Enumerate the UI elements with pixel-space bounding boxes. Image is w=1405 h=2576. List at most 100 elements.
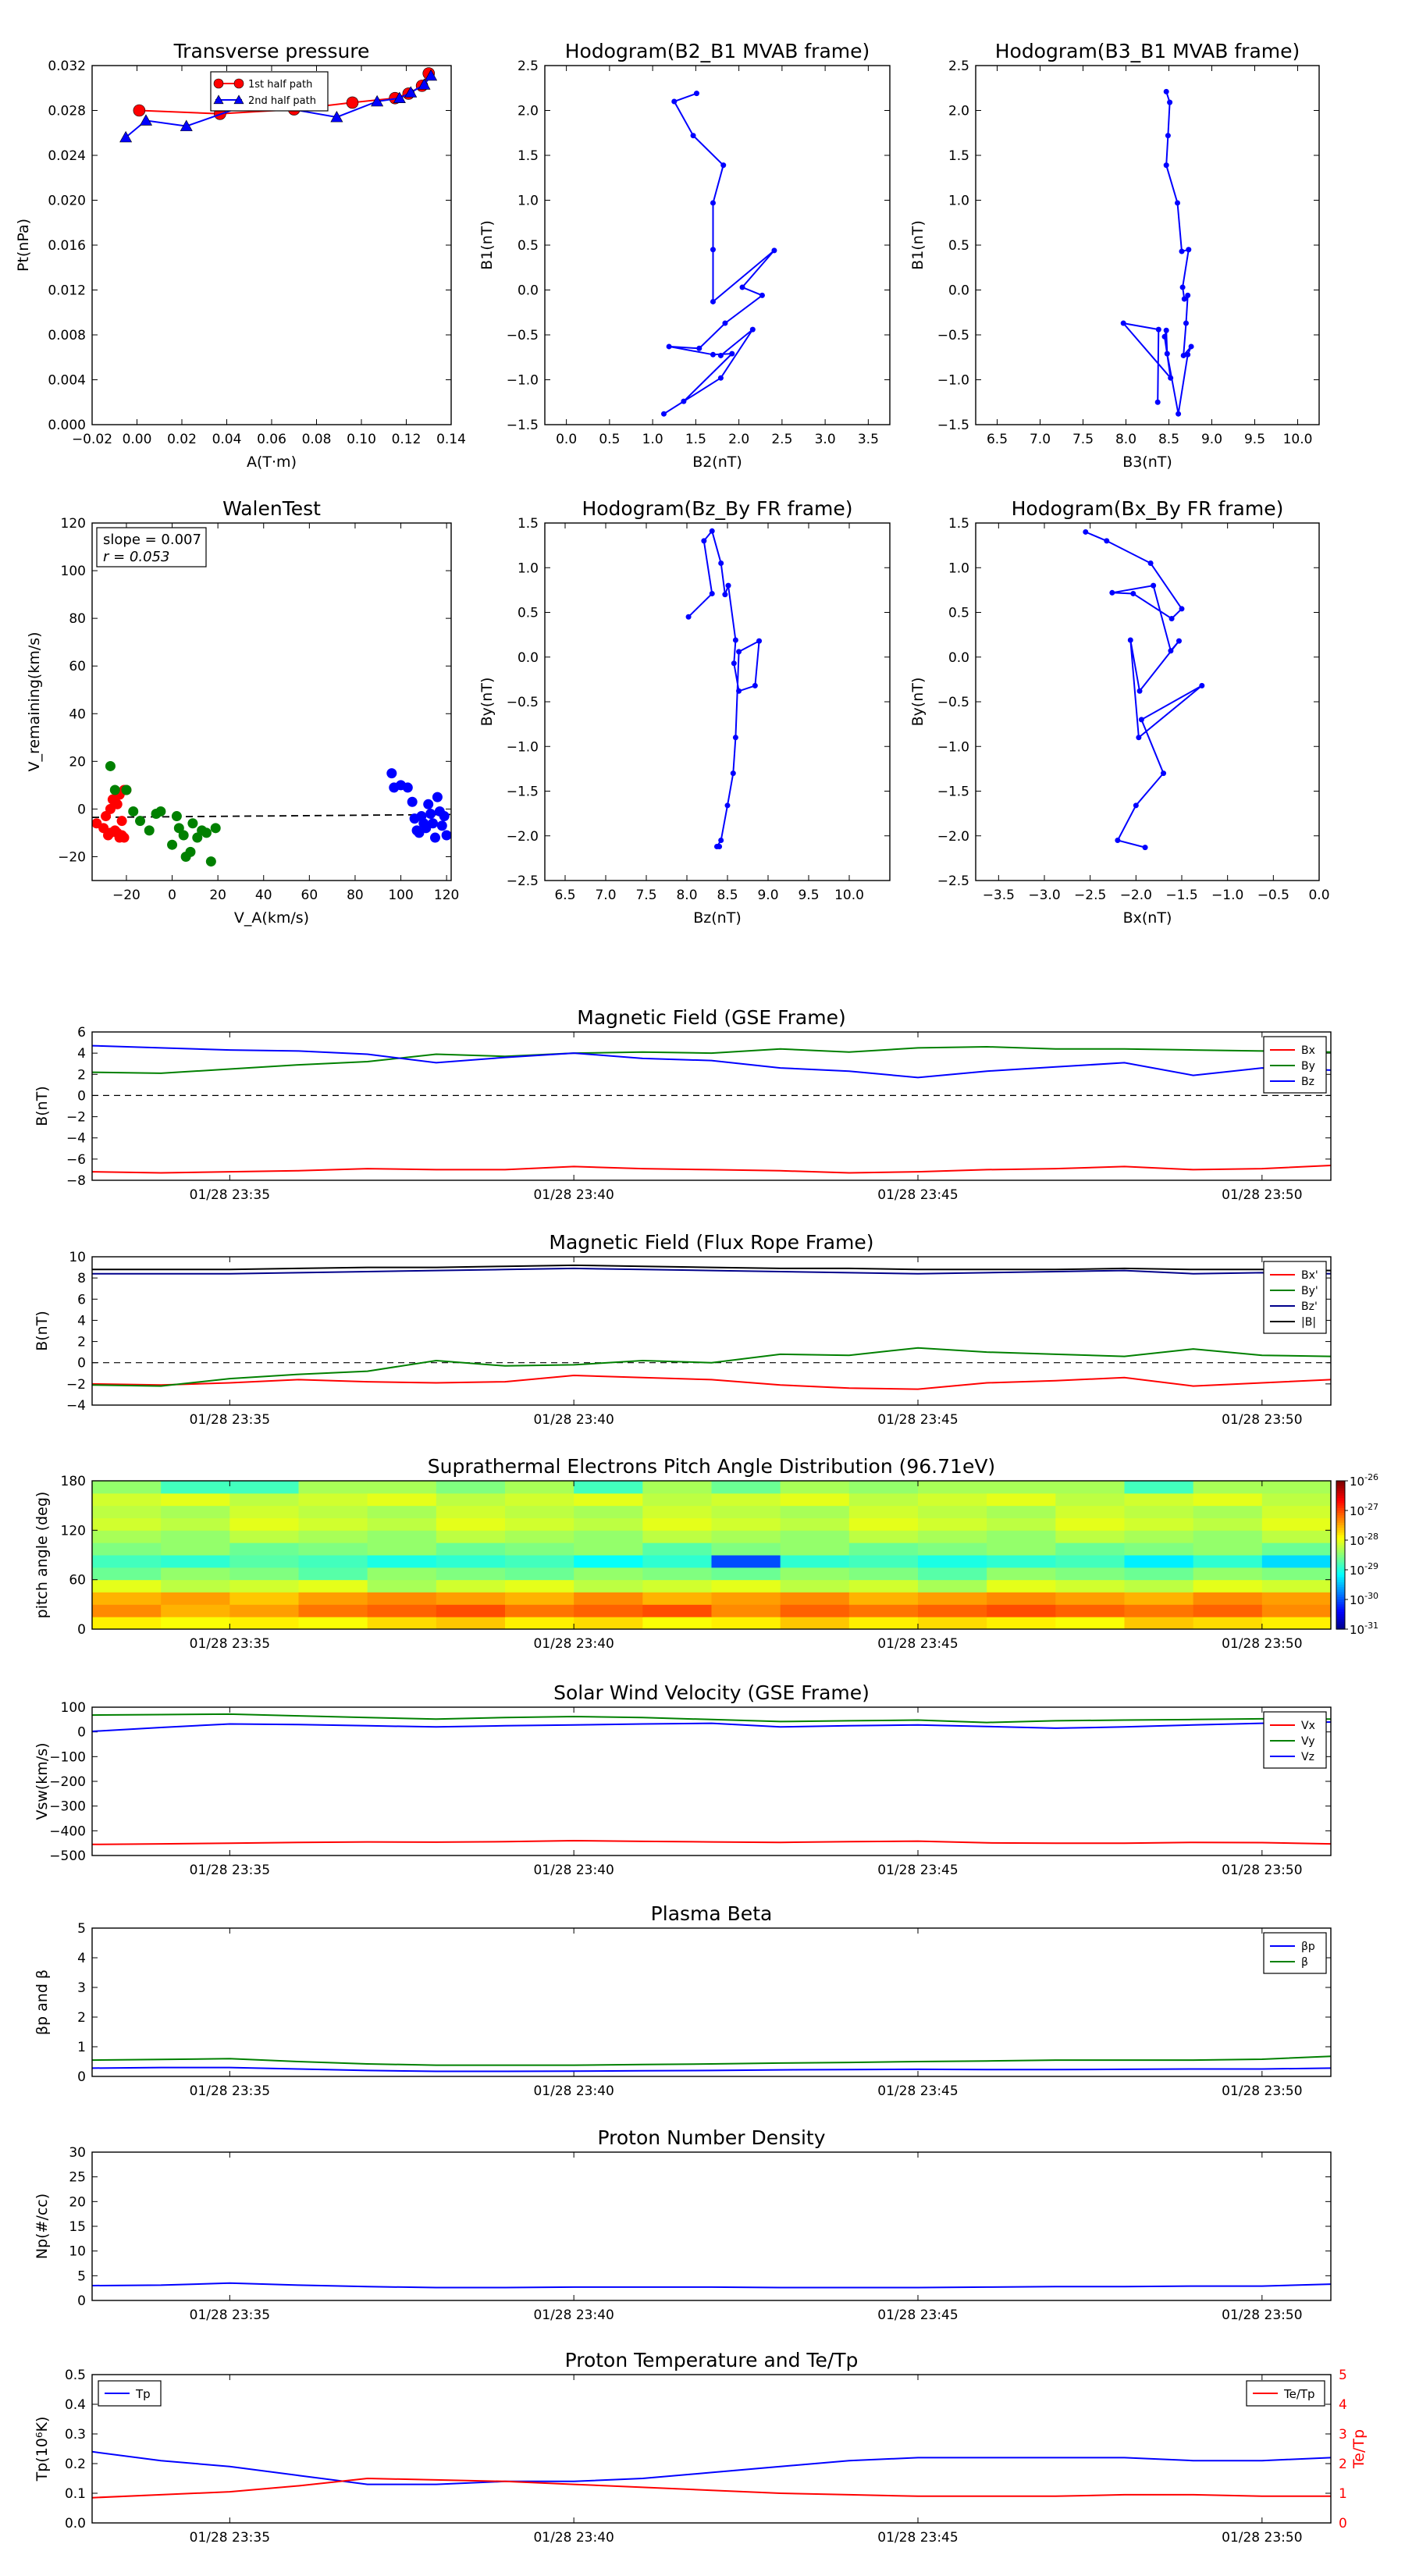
pitch-angle-distribution-cell [1055,1617,1125,1630]
mag-field-gse-ytick-label: 0 [77,1088,86,1104]
mag-field-flux-rope-chart: −4 −2 0 2 4 6 8 10 01/28 23:35 01/28 23:40 01/28 2… [34,1231,1332,1428]
pitch-angle-distribution-cell [298,1617,368,1630]
pitch-angle-distribution-cell [1193,1517,1263,1531]
pitch-angle-distribution-colorbar-segment [1336,1582,1345,1585]
pitch-angle-distribution-cell [298,1555,368,1568]
pitch-angle-distribution-cell [711,1530,781,1543]
pitch-angle-distribution-cell [574,1542,643,1556]
pitch-angle-distribution-cell [229,1604,299,1617]
mag-field-flux-rope-ylabel: B(nT) [34,1311,51,1351]
pitch-angle-distribution-cell [436,1481,506,1494]
pitch-angle-distribution-cell [1124,1493,1194,1507]
proton-temperature-xtick-label: 01/28 23:50 [1222,2530,1302,2546]
hodogram-bx-by-point [1168,648,1174,654]
walen-test-point [119,832,130,843]
pitch-angle-distribution-colorbar-segment [1336,1528,1345,1531]
pitch-angle-distribution-ytick-label: 180 [61,1474,86,1489]
pitch-angle-distribution-colorbar-segment [1336,1483,1345,1486]
pitch-angle-distribution-cell [642,1592,712,1605]
hodogram-b2-b1-point [739,284,745,290]
transverse-pressure-ytick-label: 0.016 [48,238,86,254]
transverse-pressure-point [346,96,359,109]
hodogram-b3-b1-ytick-label: −0.5 [937,328,969,343]
pitch-angle-distribution-cell [1261,1517,1332,1531]
pitch-angle-distribution-cell [642,1530,712,1543]
hodogram-bz-by-xtick-label: 7.5 [635,888,656,903]
pitch-angle-distribution-cell [642,1579,712,1592]
hodogram-bx-by-ytick-label: 0.5 [948,606,969,621]
solar-wind-velocity-ytick-label: 100 [61,1700,86,1716]
pitch-angle-distribution-cell [1193,1579,1263,1592]
pitch-angle-distribution-cell [505,1481,574,1494]
hodogram-bz-by-point [730,770,736,777]
pitch-angle-distribution-colorbar-segment [1336,1560,1345,1564]
pitch-angle-distribution-cell [298,1567,368,1581]
pitch-angle-distribution-cell [367,1604,437,1617]
pitch-angle-distribution-cell [642,1493,712,1507]
hodogram-b3-b1-xtick-label: 8.0 [1115,432,1136,447]
pitch-angle-distribution-cell [574,1505,643,1518]
pitch-angle-distribution-cell [367,1567,437,1581]
plasma-beta-xtick-label: 01/28 23:50 [1222,2083,1302,2099]
pitch-angle-distribution-cell [1193,1542,1263,1556]
pitch-angle-distribution-cell [1193,1505,1263,1518]
walen-test-point [439,811,450,822]
walen-test-point [432,792,443,802]
pitch-angle-distribution-colorbar-segment [1336,1606,1345,1610]
hodogram-b3-b1-point [1163,162,1169,169]
transverse-pressure-ytick-label: 0.012 [48,283,86,299]
pitch-angle-distribution-cell [848,1555,919,1568]
pitch-angle-distribution-cell [574,1579,643,1592]
pitch-angle-distribution-cell [780,1579,850,1592]
pitch-angle-distribution-cell [436,1530,506,1543]
plasma-beta-title: Plasma Beta [651,1902,773,1925]
hodogram-b3-b1-xtick-label: 7.5 [1072,432,1094,447]
pitch-angle-distribution-cell [1055,1530,1125,1543]
pitch-angle-distribution-colorbar-exponent: -28 [1364,1532,1378,1542]
pitch-angle-distribution-colorbar-segment [1336,1496,1345,1499]
pitch-angle-distribution-cell [780,1542,850,1556]
transverse-pressure-xtick-label: 0.12 [392,432,422,447]
pitch-angle-distribution-colorbar-segment [1336,1505,1345,1509]
transverse-pressure-xlabel: A(T·m) [247,454,297,471]
transverse-pressure-xtick-label: 0.02 [167,432,197,447]
hodogram-bx-by-point [1133,802,1139,809]
pitch-angle-distribution-cell [1055,1493,1125,1507]
hodogram-b2-b1-title: Hodogram(B2_B1 MVAB frame) [565,40,870,62]
pitch-angle-distribution-cell [436,1579,506,1592]
hodogram-bx-by-xtick-label: −0.5 [1257,888,1289,903]
hodogram-b2-b1-xtick-label: 1.5 [685,432,706,447]
pitch-angle-distribution-colorbar-segment [1336,1614,1345,1617]
hodogram-b3-b1-xtick-label: 7.0 [1030,432,1051,447]
hodogram-bz-by-point [736,649,742,655]
pitch-angle-distribution-cell [161,1530,230,1543]
pitch-angle-distribution-colorbar-segment [1336,1547,1345,1551]
pitch-angle-distribution-xtick-label: 01/28 23:45 [877,1636,958,1652]
pitch-angle-distribution-colorbar-segment [1336,1520,1345,1524]
solar-wind-velocity-ytick-label: −500 [49,1848,86,1864]
hodogram-b3-b1-point [1167,99,1173,105]
plasma-beta-series--p [92,2066,1331,2073]
proton-temperature-series-te-tp [92,2477,1331,2499]
walen-test-point [407,796,418,807]
proton-density-plot-area [92,2152,1331,2300]
hodogram-bx-by-point [1136,688,1143,694]
hodogram-bx-by-point [1161,770,1167,777]
hodogram-b2-b1-ylabel: B1(nT) [478,220,496,270]
hodogram-bx-by-point [1083,528,1089,535]
pitch-angle-distribution-colorbar-label: 10-29 [1350,1561,1378,1578]
pitch-angle-distribution-colorbar-segment [1336,1562,1345,1566]
pitch-angle-distribution-cell [298,1493,368,1507]
hodogram-bz-by-point [717,843,723,849]
mag-field-flux-rope-legend-label: Bz' [1301,1300,1318,1313]
pitch-angle-distribution-cell [848,1542,919,1556]
hodogram-bz-by-plot-area [545,523,890,881]
hodogram-bz-by-xtick-label: 6.5 [554,888,575,903]
pitch-angle-distribution-cell [848,1579,919,1592]
plasma-beta-legend-box [1263,1932,1327,1974]
walen-test-xtick-label: 60 [301,888,318,903]
hodogram-bz-by-xtick-label: 8.5 [717,888,738,903]
mag-field-flux-rope-ytick-label: 2 [77,1335,86,1350]
plasma-beta-series-- [92,2055,1331,2066]
pitch-angle-distribution-cell [574,1530,643,1543]
